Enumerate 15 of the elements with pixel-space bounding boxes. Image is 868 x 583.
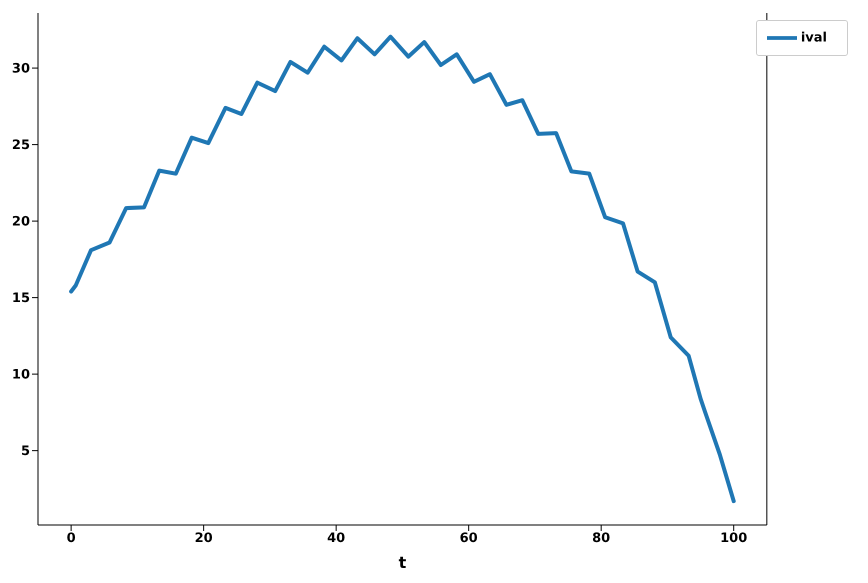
- y-tick-label: 25: [12, 138, 30, 154]
- y-tick-label: 5: [20, 444, 30, 460]
- x-tick-label: 60: [460, 531, 478, 546]
- x-tick-label: 40: [327, 531, 346, 546]
- y-tick-label: 15: [12, 291, 30, 306]
- x-tick-label: 80: [592, 531, 610, 546]
- x-tick-label: 0: [66, 531, 76, 546]
- line-series: [69, 34, 736, 504]
- legend-label: ival: [800, 30, 827, 46]
- x-axis-title: t: [398, 553, 407, 572]
- y-tick-label: 10: [12, 368, 30, 383]
- y-tick-label: 30: [12, 62, 30, 77]
- x-tick-label: 20: [194, 531, 213, 546]
- y-tick-label: 20: [12, 214, 30, 230]
- x-tick-label: 100: [720, 531, 748, 546]
